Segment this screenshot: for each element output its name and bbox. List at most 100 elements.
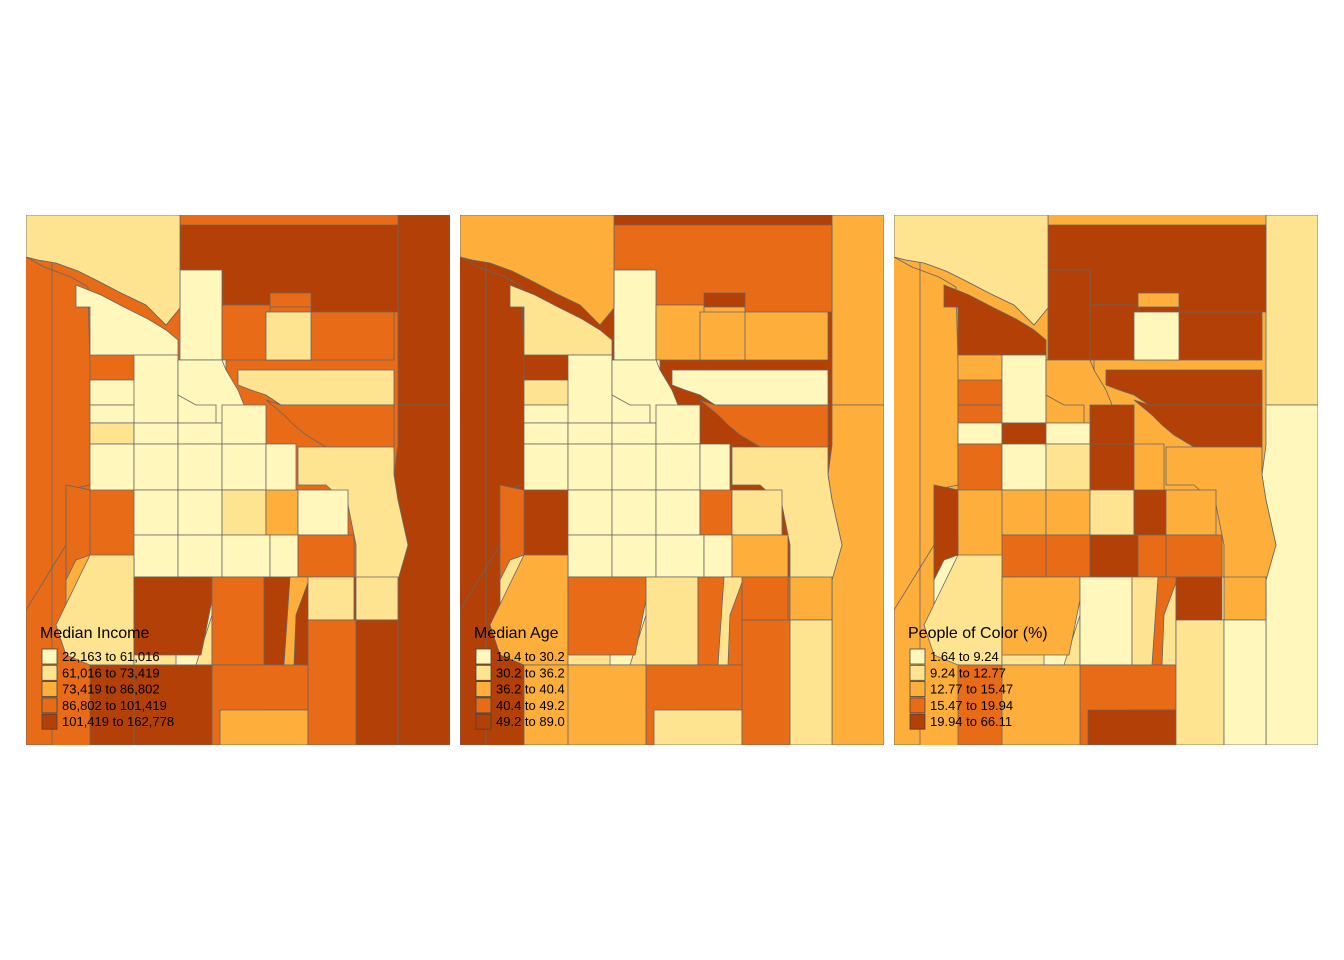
census-tract [1223, 619, 1267, 745]
census-tract [567, 489, 613, 536]
census-tract [265, 311, 312, 361]
legend-swatch [41, 664, 58, 681]
census-tract [1001, 443, 1047, 491]
census-tract [355, 576, 399, 621]
census-tract [179, 269, 223, 361]
census-tract [1089, 404, 1135, 445]
legend-swatch [41, 697, 58, 714]
legend-label: 12.77 to 15.47 [930, 682, 1013, 697]
census-tract [177, 422, 223, 445]
census-tract [221, 443, 267, 491]
legend-label: 36.2 to 40.4 [496, 682, 565, 697]
census-tract [613, 269, 657, 361]
census-tract [1137, 534, 1167, 578]
census-tract [1089, 489, 1135, 536]
census-tract [611, 443, 657, 491]
census-tract [611, 489, 657, 536]
census-tract [699, 489, 733, 536]
legend-label: 40.4 to 49.2 [496, 698, 565, 713]
census-tract [699, 311, 746, 361]
census-tract [133, 664, 213, 745]
census-tract [1089, 304, 1139, 361]
census-tract [957, 443, 1003, 491]
census-tract [567, 664, 647, 745]
census-tract [703, 534, 733, 578]
legend-title: Median Age [474, 625, 559, 642]
census-tract [297, 489, 349, 536]
census-tract [957, 422, 1003, 445]
census-tract [567, 443, 613, 491]
census-tract [221, 304, 271, 361]
census-tract [611, 422, 657, 445]
census-tract [671, 369, 829, 406]
census-tract [1265, 215, 1318, 406]
census-tract [1175, 619, 1225, 745]
census-tract [655, 404, 701, 445]
census-tract [567, 534, 613, 578]
census-tract [1001, 489, 1047, 536]
census-tract [355, 619, 399, 745]
legend-label: 101,419 to 162,778 [62, 714, 174, 729]
census-tract [26, 215, 181, 326]
census-tract [827, 404, 884, 745]
census-tract [1175, 576, 1223, 621]
legend-label: 1.64 to 9.24 [930, 649, 999, 664]
legend-swatch [475, 697, 492, 714]
legend-label: 86,802 to 101,419 [62, 698, 167, 713]
census-tract [397, 215, 450, 406]
census-tract [133, 422, 179, 445]
census-tract [1045, 534, 1091, 578]
census-tract [1001, 422, 1047, 445]
census-tract [789, 576, 833, 621]
census-tract [717, 576, 745, 666]
tract-layer [894, 215, 1318, 745]
census-tract [1151, 576, 1179, 666]
legend-label: 19.4 to 30.2 [496, 649, 565, 664]
census-tract [894, 215, 1049, 326]
census-tract [65, 484, 91, 581]
census-tract [1089, 534, 1139, 578]
census-tract [75, 284, 179, 356]
census-tract [1223, 576, 1267, 621]
legend-swatch [475, 664, 492, 681]
census-tract [831, 215, 884, 406]
census-tract [1133, 489, 1167, 536]
census-tract [567, 354, 613, 424]
census-tract [237, 369, 395, 406]
census-tract [789, 619, 833, 745]
legend-label: 22,163 to 61,016 [62, 649, 160, 664]
people-of-color-map: People of Color (%) 1.64 to 9.249.24 to 1… [894, 215, 1318, 745]
census-tract [133, 443, 179, 491]
legend-label: 30.2 to 36.2 [496, 665, 565, 680]
legend-title: Median Income [40, 625, 149, 642]
census-tract [393, 404, 450, 745]
legend-label: 9.24 to 12.77 [930, 665, 1006, 680]
census-tract [1045, 443, 1091, 491]
census-tract [89, 422, 135, 445]
census-tract [1001, 576, 1081, 656]
legend-swatch [475, 713, 492, 730]
median-age-map: Median Age 19.4 to 30.230.2 to 36.2 36.2 t… [460, 215, 884, 745]
census-tract [1165, 489, 1217, 536]
tract-layer [460, 215, 884, 745]
census-tract [177, 489, 223, 536]
census-tract [655, 534, 705, 578]
legend-label: 49.2 to 89.0 [496, 714, 565, 729]
census-tract [567, 576, 647, 656]
legend-swatch [909, 648, 926, 665]
census-tract [221, 404, 267, 445]
census-tract [1079, 576, 1133, 666]
map-legend: Median Age 19.4 to 30.230.2 to 36.2 36.2 t… [474, 625, 565, 730]
census-tract [731, 489, 783, 536]
census-tract [943, 284, 1047, 356]
census-tract [283, 576, 311, 666]
census-tract [133, 489, 179, 536]
census-tract [265, 489, 299, 536]
census-tract [655, 489, 701, 536]
legend-title: People of Color (%) [908, 625, 1048, 642]
census-tract [211, 576, 265, 666]
census-tract [1165, 534, 1223, 578]
